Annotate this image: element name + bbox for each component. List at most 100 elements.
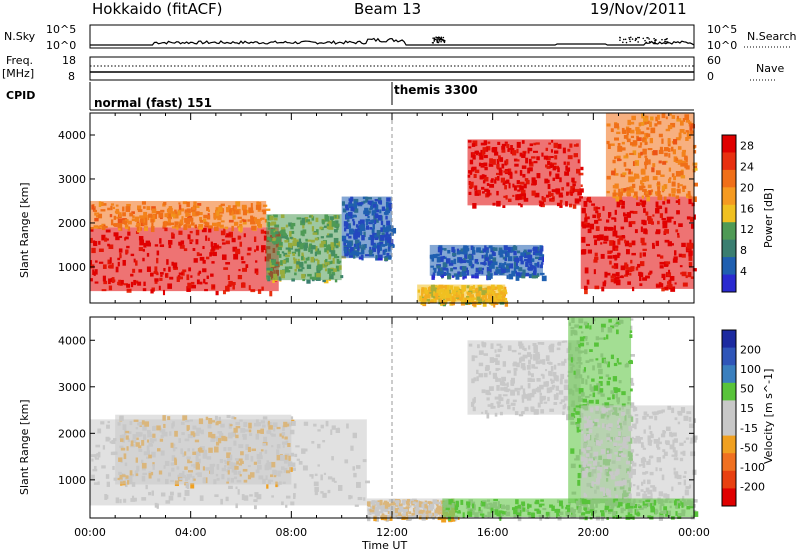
data-cell [692, 162, 698, 166]
nave-label: Nave [756, 62, 785, 75]
colorbar-tick-label: 12 [740, 223, 754, 236]
data-cell [693, 182, 698, 187]
data-cell [272, 278, 275, 283]
data-region [429, 244, 543, 276]
data-cell [612, 515, 615, 519]
data-region [467, 139, 581, 206]
colorbar-segment [722, 152, 736, 171]
data-cell [693, 144, 697, 148]
nsearch-point [666, 37, 668, 40]
colorbar-segment [722, 257, 736, 276]
data-cell [420, 299, 425, 306]
data-cell [440, 301, 444, 306]
ytick-label: 1000 [58, 261, 86, 274]
nsearch-point [619, 39, 621, 42]
data-cell [190, 483, 195, 489]
data-cell [253, 505, 257, 510]
data-cell [494, 412, 498, 417]
data-cell [451, 516, 456, 522]
colorbar-tick-label: -15 [740, 422, 758, 435]
colorbar-segment [722, 435, 736, 454]
data-cell [630, 318, 634, 321]
data-cell [441, 274, 445, 278]
nsearch-point [648, 40, 651, 43]
ytick-label: 4000 [58, 129, 86, 142]
ytick-label: 4000 [58, 334, 86, 347]
data-region [580, 196, 694, 289]
data-cell [413, 515, 418, 519]
data-cell [508, 273, 514, 280]
nsearch-point [634, 39, 637, 42]
nsearch-point [628, 38, 631, 41]
data-cell [334, 279, 338, 283]
cpid-mode-1: normal (fast) 151 [94, 96, 212, 110]
data-cell [502, 205, 506, 209]
data-region [341, 196, 392, 259]
data-cell [291, 420, 296, 426]
cpid-label: CPID [6, 89, 36, 102]
nsearch-point [431, 41, 434, 44]
data-cell [150, 226, 155, 233]
data-cell [384, 256, 389, 262]
nsearch-point [635, 38, 638, 40]
data-cell [521, 273, 526, 279]
data-cell [214, 226, 219, 232]
nsearch-point [442, 39, 445, 42]
freq-label: Freq. [6, 54, 34, 67]
data-cell [579, 188, 584, 193]
data-cell [601, 286, 605, 292]
nsearch-point [655, 39, 657, 41]
data-cell [441, 516, 447, 523]
colorbar-tick-label: -100 [740, 461, 765, 474]
data-cell [239, 227, 243, 233]
data-cell [354, 504, 359, 507]
data-cell [630, 325, 633, 330]
data-cell [421, 514, 426, 521]
colorbar-segment [722, 187, 736, 206]
colorbar-segment [722, 169, 736, 188]
freq-tick-bottom: 8 [68, 70, 75, 83]
data-cell [661, 287, 665, 292]
freq-frame [89, 56, 695, 81]
colorbar-frame [721, 329, 737, 507]
data-cell [635, 195, 638, 200]
data-cell [323, 279, 329, 284]
colorbar-frame [721, 134, 737, 293]
data-region [90, 200, 267, 228]
data-cell [517, 516, 522, 522]
nsearch-label: N.Search [747, 30, 797, 43]
data-cell [257, 289, 262, 294]
colorbar-segment [722, 135, 736, 153]
data-cell [630, 402, 635, 408]
data-cell [136, 225, 140, 231]
nsearch-point [631, 38, 634, 40]
colorbar-segment [722, 239, 736, 258]
nsearch-tick-bottom: 10^0 [707, 39, 738, 52]
data-cell [176, 224, 179, 230]
nsearch-point [629, 36, 632, 39]
data-cell [693, 418, 697, 423]
nsearch-point [435, 36, 437, 38]
colorbar-segment [722, 365, 736, 384]
beam-title: Beam 13 [354, 0, 422, 18]
data-cell [410, 515, 414, 520]
data-cell [150, 289, 154, 294]
data-region [580, 405, 694, 504]
nsky-tick-top: 10^5 [46, 23, 77, 36]
data-cell [692, 268, 697, 272]
data-cell [231, 225, 234, 232]
nsearch-point [624, 38, 627, 41]
nsearch-point [625, 41, 628, 44]
data-cell [451, 302, 455, 306]
nsearch-point [666, 41, 669, 43]
colorbar-segment [722, 222, 736, 241]
data-cell [251, 225, 257, 231]
ytick-label: 2000 [58, 217, 86, 230]
data-cell [528, 273, 532, 279]
data-cell [641, 195, 644, 199]
data-cell [486, 412, 490, 419]
data-cell [366, 516, 371, 522]
data-cell [580, 166, 584, 171]
data-cell [487, 275, 492, 281]
